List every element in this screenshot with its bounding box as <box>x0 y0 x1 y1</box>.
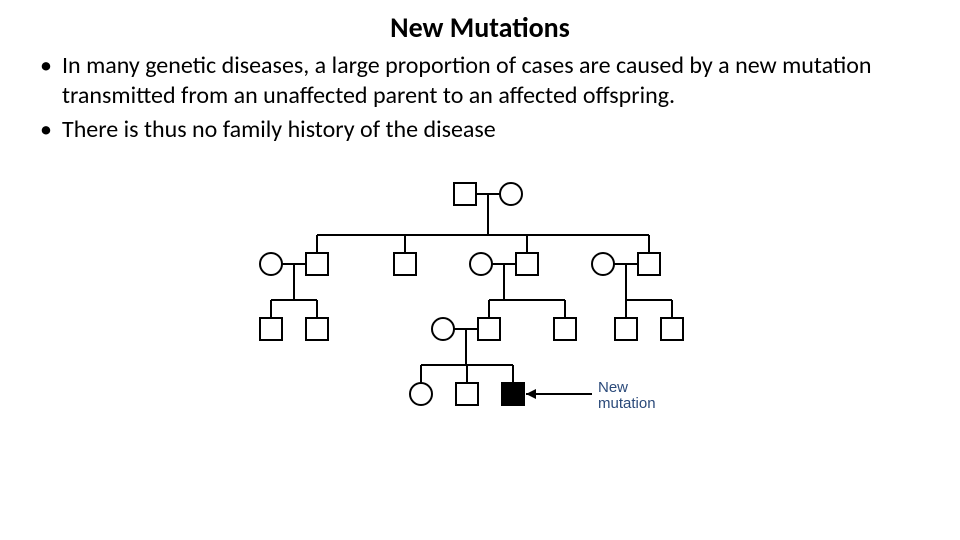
pedigree-female <box>410 383 432 405</box>
pedigree-male <box>638 253 660 275</box>
pedigree-male <box>615 318 637 340</box>
pedigree-female <box>500 183 522 205</box>
pedigree-female <box>432 318 454 340</box>
annotation-text: New <box>598 379 628 396</box>
annotation-text: mutation <box>598 395 656 412</box>
pedigree-male <box>260 318 282 340</box>
pedigree-male <box>502 383 524 405</box>
pedigree-male <box>394 253 416 275</box>
pedigree-female <box>260 253 282 275</box>
slide: New Mutations In many genetic diseases, … <box>0 0 960 540</box>
pedigree-male <box>454 183 476 205</box>
pedigree-diagram: Newmutation <box>200 163 760 423</box>
bullet-item: In many genetic diseases, a large propor… <box>40 51 930 111</box>
pedigree-female <box>470 253 492 275</box>
pedigree-male <box>516 253 538 275</box>
pedigree-container: Newmutation <box>0 163 960 423</box>
pedigree-female <box>592 253 614 275</box>
pedigree-male <box>478 318 500 340</box>
pedigree-male <box>306 318 328 340</box>
pedigree-male <box>456 383 478 405</box>
pedigree-male <box>661 318 683 340</box>
page-title: New Mutations <box>0 0 960 51</box>
pedigree-male <box>306 253 328 275</box>
bullet-item: There is thus no family history of the d… <box>40 115 930 145</box>
bullet-list: In many genetic diseases, a large propor… <box>40 51 930 145</box>
pedigree-male <box>554 318 576 340</box>
